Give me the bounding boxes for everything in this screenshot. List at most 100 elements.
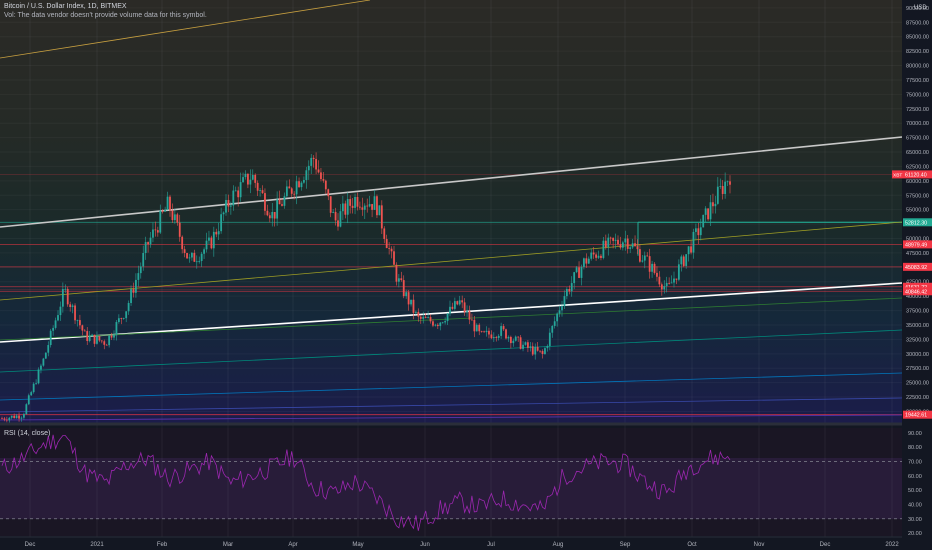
price-label-box xyxy=(903,410,932,419)
price-tick-label: 25000.00 xyxy=(906,381,929,387)
candle-body xyxy=(203,249,205,254)
candle-body xyxy=(44,352,47,359)
rsi-tick-label: 40.00 xyxy=(908,502,922,508)
candle-body xyxy=(322,179,325,181)
candle-body xyxy=(42,358,45,366)
candle-body xyxy=(643,255,646,261)
candle-body xyxy=(714,203,717,207)
candle-body xyxy=(183,249,186,253)
candle-body xyxy=(293,193,296,195)
rsi-legend[interactable]: RSI (14, close) xyxy=(4,430,51,437)
candle-body xyxy=(609,237,612,239)
candle-body xyxy=(702,214,705,228)
price-label-text: 40846.42 xyxy=(905,289,927,295)
candle-body xyxy=(695,228,697,232)
candle-body xyxy=(188,257,191,259)
candle-body xyxy=(13,415,16,419)
candle-body xyxy=(624,238,627,243)
candle-body xyxy=(273,211,276,219)
candle-body xyxy=(658,276,661,285)
candle-body xyxy=(142,252,145,267)
upper-trendline xyxy=(0,136,902,228)
candle-body xyxy=(488,330,490,335)
candle-body xyxy=(682,256,685,266)
candle-body xyxy=(531,346,534,355)
candle-body xyxy=(193,252,196,262)
support-resistance-lines xyxy=(0,174,902,416)
price-tick-label: 87500.00 xyxy=(906,20,929,26)
candle-body xyxy=(366,205,369,207)
candle-body xyxy=(334,211,337,221)
candle-body xyxy=(395,264,398,282)
candle-body xyxy=(456,301,459,305)
price-tags: 52812.3048979.4945083.9241631.2240846.42… xyxy=(892,170,932,419)
candle-body xyxy=(478,324,481,332)
candle-body xyxy=(402,280,405,297)
price-scale[interactable] xyxy=(902,0,932,550)
candle-body xyxy=(646,255,649,257)
candle-body xyxy=(310,157,313,166)
candle-body xyxy=(441,322,444,324)
candle-body xyxy=(312,157,315,160)
candle-body xyxy=(483,331,485,333)
candle-body xyxy=(324,180,327,190)
candle-body xyxy=(704,208,707,215)
candle-body xyxy=(444,321,447,323)
price-tick-label: 30000.00 xyxy=(906,352,929,358)
candle-body xyxy=(578,267,580,278)
candle-body xyxy=(575,267,578,273)
candle-body xyxy=(298,181,300,188)
time-tick-label: Sep xyxy=(620,542,631,548)
candle-body xyxy=(468,311,471,320)
candle-body xyxy=(307,165,310,171)
candle-body xyxy=(475,324,478,332)
candle-body xyxy=(629,247,632,249)
candle-body xyxy=(558,310,561,314)
candle-body xyxy=(595,254,597,258)
candle-body xyxy=(451,306,454,309)
candle-body xyxy=(100,340,103,342)
candle-body xyxy=(461,300,464,303)
candle-body xyxy=(485,330,488,333)
candle-body xyxy=(716,186,719,204)
symbol-title[interactable]: Bitcoin / U.S. Dollar Index, 1D, BITMEX xyxy=(4,3,127,10)
price-tick-label: 35000.00 xyxy=(906,323,929,329)
candle-body xyxy=(541,351,544,355)
fan-line xyxy=(0,297,902,341)
candle-body xyxy=(186,252,188,259)
candle-body xyxy=(113,334,115,338)
candle-body xyxy=(337,220,339,227)
time-axis-labels[interactable]: Dec 2021 Feb Mar Apr May Jun Jul Aug Sep Oct Nov Dec… xyxy=(25,542,900,548)
rsi-tick-label: 50.00 xyxy=(908,488,922,494)
candle-body xyxy=(544,348,546,355)
candle-body xyxy=(612,237,615,241)
candle-body xyxy=(680,256,683,265)
candle-body xyxy=(144,242,147,253)
candle-body xyxy=(285,186,288,197)
candle-body xyxy=(553,321,556,326)
price-tick-label: 67500.00 xyxy=(906,136,929,142)
candle-body xyxy=(580,266,583,278)
candle-body xyxy=(602,240,605,258)
candle-body xyxy=(88,335,91,342)
candle-body xyxy=(660,284,663,290)
candle-body xyxy=(373,196,376,210)
candle-body xyxy=(621,242,624,248)
candle-body xyxy=(495,337,498,338)
candle-series xyxy=(1,152,731,423)
candle-body xyxy=(378,205,381,216)
candle-body xyxy=(268,215,271,219)
price-tick-label: 40000.00 xyxy=(906,294,929,300)
price-label-text: 48979.49 xyxy=(905,242,927,248)
candle-body xyxy=(368,204,371,207)
candle-body xyxy=(585,258,588,264)
price-label-text: 52812.30 xyxy=(905,220,927,226)
candle-body xyxy=(434,324,437,326)
candle-body xyxy=(587,258,590,264)
symbol-tag-text: XBT xyxy=(893,172,902,178)
candle-body xyxy=(225,199,227,213)
candle-body xyxy=(412,299,415,313)
candle-body xyxy=(383,228,386,239)
candle-body xyxy=(18,415,20,419)
